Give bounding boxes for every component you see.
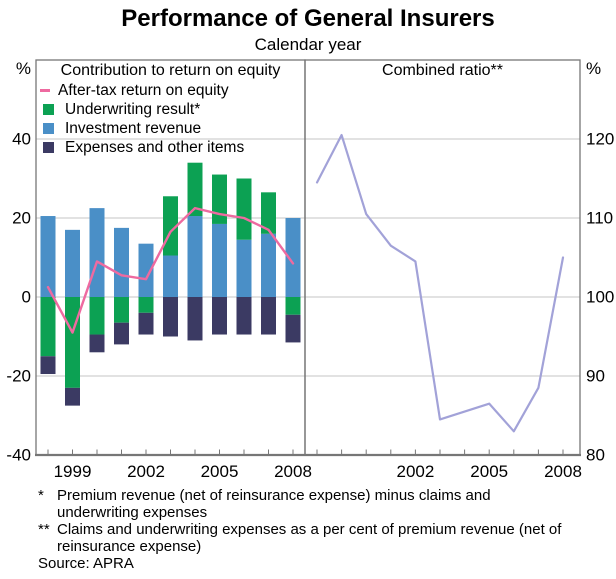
combined-ratio-line (315, 133, 565, 433)
bar-expenses (261, 297, 276, 335)
bar-expenses (285, 314, 301, 343)
bar-investment-revenue (138, 243, 154, 297)
bar-investment-revenue (163, 255, 178, 297)
bar-expenses (212, 297, 227, 335)
legend-label-roe: After-tax return on equity (58, 81, 229, 99)
y-tick-label-left: 40 (12, 130, 31, 149)
bar-investment-revenue (114, 227, 129, 297)
y-tick-label-right: 90 (586, 367, 605, 386)
bar-investment-revenue (187, 216, 203, 297)
bar-investment-revenue (285, 218, 301, 297)
legend-label-expenses: Expenses and other items (65, 138, 245, 156)
bar-expenses (236, 297, 252, 335)
legend-item-expenses: Expenses and other items (40, 138, 244, 157)
bar-investment-revenue (89, 208, 105, 297)
bar-underwriting-result (261, 192, 276, 234)
left-panel-title: Contribution to return on equity (60, 62, 281, 79)
y-tick-label-left: -20 (6, 367, 31, 386)
bar-expenses (89, 334, 105, 353)
unit-label-left: % (16, 59, 31, 78)
footnote-2-marker: ** (38, 521, 50, 538)
legend-item-underwriting: Underwriting result* (40, 100, 244, 119)
footnote-2-text: Claims and underwriting expenses as a pe… (57, 521, 562, 555)
bar-underwriting-result (89, 297, 105, 335)
bar-underwriting-result (212, 174, 227, 224)
unit-label-right: % (586, 59, 601, 78)
y-tick-label-right: 110 (586, 209, 613, 228)
page-subtitle: Calendar year (254, 35, 362, 54)
y-tick-label-right: 120 (586, 130, 614, 149)
footnote-1-text: Premium revenue (net of reinsurance expe… (57, 487, 491, 521)
footnotes: * Premium revenue (net of reinsurance ex… (38, 487, 572, 572)
bar-expenses (138, 312, 154, 335)
right-panel-title: Combined ratio** (382, 62, 503, 79)
bar-investment-revenue (236, 239, 252, 297)
y-tick-label-right: 100 (586, 288, 614, 307)
bar-investment-revenue (40, 216, 56, 297)
x-tick-label: 2005 (470, 462, 508, 481)
legend: After-tax return on equity Underwriting … (40, 81, 244, 157)
y-tick-label-right: 80 (586, 446, 605, 465)
legend-label-investment: Investment revenue (65, 119, 202, 137)
x-tick-label: 2002 (396, 462, 434, 481)
legend-item-roe: After-tax return on equity (40, 81, 244, 100)
footnote-1-marker: * (38, 487, 44, 504)
y-tick-label-left: -40 (6, 446, 31, 465)
page-title: Performance of General Insurers (121, 5, 495, 32)
bar-underwriting-result (65, 297, 80, 388)
bar-underwriting-result (236, 178, 252, 240)
x-tick-label: 2008 (274, 462, 312, 481)
expenses-swatch (43, 142, 54, 153)
bar-investment-revenue (65, 229, 80, 297)
x-tick-label: 1999 (54, 462, 92, 481)
bar-underwriting-result (114, 297, 129, 323)
source-note: Source: APRA (38, 555, 134, 572)
bar-expenses (40, 356, 56, 375)
x-tick-label: 2002 (127, 462, 165, 481)
legend-label-underwriting: Underwriting result* (65, 100, 201, 118)
bar-expenses (187, 297, 203, 341)
y-tick-label-left: 20 (12, 209, 31, 228)
x-tick-label: 2008 (544, 462, 582, 481)
legend-item-investment: Investment revenue (40, 119, 244, 138)
bar-underwriting-result (285, 297, 301, 315)
bar-underwriting-result (187, 162, 203, 217)
footnote-2: ** Claims and underwriting expenses as a… (38, 521, 572, 555)
bar-expenses (114, 322, 129, 345)
bar-investment-revenue (212, 223, 227, 297)
x-tick-label: 2005 (201, 462, 239, 481)
bar-underwriting-result (138, 297, 154, 313)
investment-swatch (43, 123, 54, 134)
bar-expenses (163, 297, 178, 337)
bar-investment-revenue (261, 233, 276, 297)
right-panel-border (304, 59, 581, 456)
bar-expenses (65, 387, 80, 406)
bar-underwriting-result (40, 297, 56, 357)
footnote-1: * Premium revenue (net of reinsurance ex… (38, 487, 572, 521)
y-tick-label-left: 0 (22, 288, 31, 307)
roe-line-swatch (40, 89, 50, 92)
underwriting-swatch (43, 104, 54, 115)
after-tax-roe-line (46, 206, 295, 334)
